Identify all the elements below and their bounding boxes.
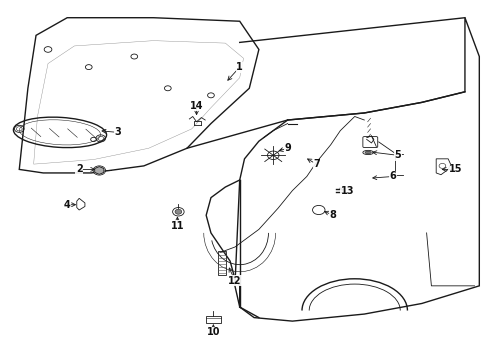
Text: 4: 4 [63,200,70,210]
Text: 11: 11 [170,221,184,231]
Circle shape [175,209,182,214]
Text: 9: 9 [284,143,290,153]
Text: 5: 5 [394,150,401,160]
Text: 7: 7 [312,159,319,169]
Text: 13: 13 [340,186,354,195]
Text: 3: 3 [114,127,121,138]
Text: 6: 6 [389,171,396,181]
Ellipse shape [364,151,370,154]
Text: 10: 10 [206,327,220,337]
Text: 14: 14 [189,101,203,111]
Text: 2: 2 [76,165,82,174]
Text: 15: 15 [447,165,461,174]
Text: 8: 8 [329,210,336,220]
Circle shape [267,151,279,159]
Text: 12: 12 [228,275,241,285]
Text: 1: 1 [236,62,243,72]
